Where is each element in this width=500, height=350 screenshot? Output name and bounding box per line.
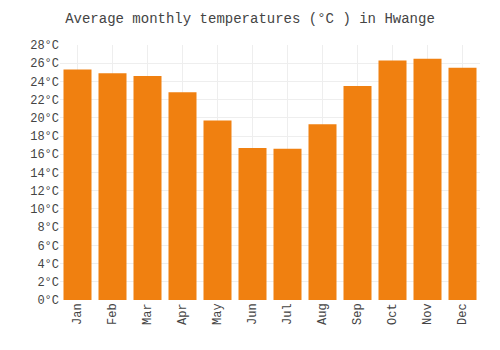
svg-text:26°C: 26°C (30, 57, 59, 71)
svg-text:24°C: 24°C (30, 76, 59, 90)
svg-text:22°C: 22°C (30, 94, 59, 108)
svg-text:6°C: 6°C (37, 240, 59, 254)
svg-text:Aug: Aug (316, 303, 330, 325)
svg-text:Oct: Oct (386, 303, 400, 325)
svg-text:2°C: 2°C (37, 276, 59, 290)
svg-text:May: May (211, 303, 225, 325)
svg-text:Jan: Jan (71, 303, 85, 325)
svg-text:Jun: Jun (246, 303, 260, 325)
svg-text:Jul: Jul (281, 303, 295, 325)
svg-text:Sep: Sep (351, 303, 365, 325)
svg-text:Mar: Mar (141, 303, 155, 325)
svg-text:10°C: 10°C (30, 203, 59, 217)
svg-text:Apr: Apr (176, 303, 190, 325)
svg-text:Nov: Nov (421, 303, 435, 325)
svg-text:28°C: 28°C (30, 39, 59, 53)
svg-text:20°C: 20°C (30, 112, 59, 126)
svg-text:Feb: Feb (106, 303, 120, 325)
svg-text:Average monthly temperatures (: Average monthly temperatures (°C ) in Hw… (65, 11, 435, 27)
svg-text:0°C: 0°C (37, 294, 59, 308)
svg-text:4°C: 4°C (37, 258, 59, 272)
svg-text:Dec: Dec (456, 303, 470, 325)
svg-text:16°C: 16°C (30, 148, 59, 162)
svg-text:8°C: 8°C (37, 221, 59, 235)
svg-text:14°C: 14°C (30, 167, 59, 181)
svg-text:18°C: 18°C (30, 130, 59, 144)
svg-text:12°C: 12°C (30, 185, 59, 199)
